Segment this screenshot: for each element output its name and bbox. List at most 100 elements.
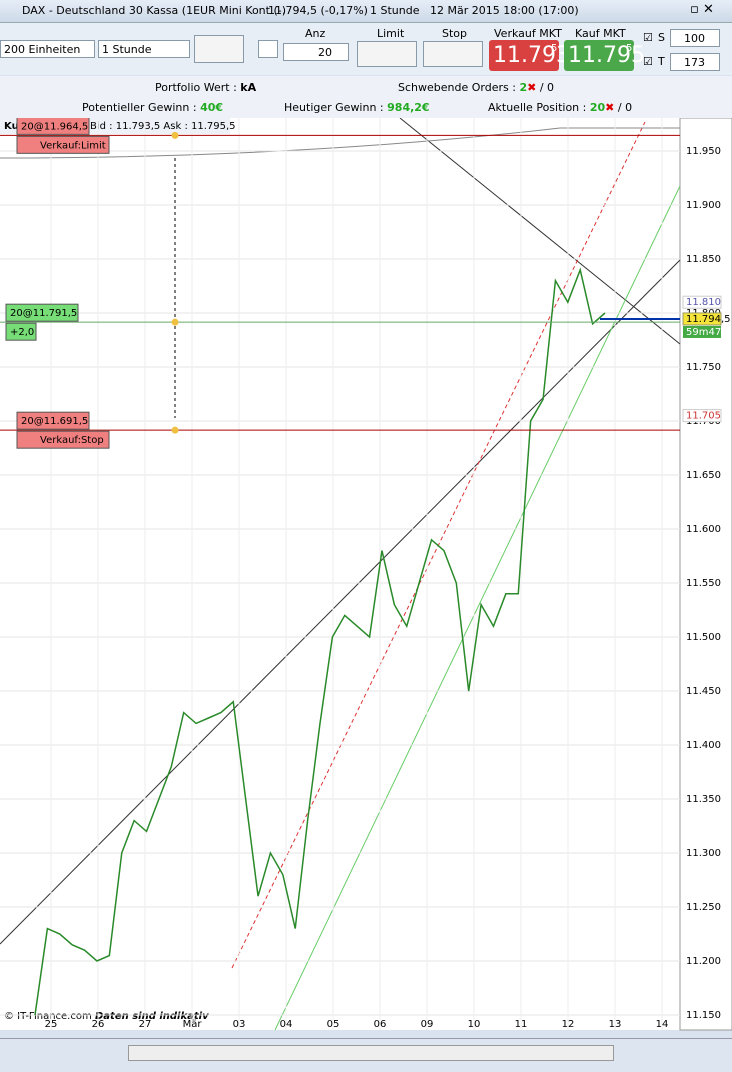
anz-input[interactable]: 20 [283, 43, 349, 61]
buy-main: 11.795 [568, 43, 645, 68]
interval: 1 Stunde [370, 4, 420, 17]
order-note: Verkauf:Limit [40, 140, 106, 151]
order-label: 20@11.691,5 [21, 416, 88, 427]
units-select[interactable]: 200 Einheiten [0, 40, 95, 58]
order-handle [171, 426, 179, 434]
x-tick-label: Mär [183, 1019, 203, 1030]
t-input[interactable]: 173 [670, 53, 720, 71]
buy-frac: 5 [626, 43, 633, 54]
buy-button[interactable]: 11.795 5 [564, 40, 645, 71]
potential-label: Potentieller Gewinn : [82, 101, 197, 114]
x-tick-label: 03 [233, 1019, 246, 1030]
chart-type[interactable] [194, 35, 244, 63]
s-check[interactable]: ☑ [643, 31, 653, 44]
pending-b: / 0 [539, 81, 555, 94]
price-tag [682, 409, 722, 423]
order-note-box [5, 322, 37, 341]
trend-line [274, 185, 681, 1031]
t-check[interactable]: ☑ [643, 55, 653, 68]
y-tick-label: 11.150 [686, 1010, 721, 1021]
pending-label: Schwebende Orders : [398, 81, 516, 94]
today-label: Heutiger Gewinn : [284, 101, 384, 114]
order-box [5, 303, 79, 322]
y-tick-label: 11.950 [686, 146, 721, 157]
y-tick-label: 11.450 [686, 686, 721, 697]
today: Heutiger Gewinn : 984,2€ [284, 101, 430, 114]
x-tick-label: 04 [280, 1019, 293, 1030]
x-tick-label: 11 [515, 1019, 528, 1030]
price-tag [682, 312, 722, 326]
scrollbar[interactable] [128, 1045, 614, 1061]
pending: Schwebende Orders : 2✖ / 0 [398, 81, 555, 94]
anz-label: Anz [305, 27, 326, 40]
price-tag-label: 11.810 [686, 297, 721, 308]
portfolio: Portfolio Wert : kA [155, 81, 256, 94]
position: Aktuelle Position : 20✖ / 0 [488, 101, 633, 114]
sell-button[interactable]: 11.793 5 [489, 40, 570, 71]
order-handle [171, 131, 179, 139]
chart: Kurs Bid : 11.793,5 Ask : 11.795,5 © IT-… [0, 118, 732, 1031]
x-tick-label: 06 [374, 1019, 387, 1030]
bottom-toolbar [0, 1038, 732, 1072]
y-tick-label: 11.300 [686, 848, 721, 859]
limit-buttons[interactable] [357, 41, 417, 67]
today-value: 984,2€ [387, 101, 430, 114]
price-tag-label: 11.705 [686, 411, 721, 422]
bid-ask: Bid : 11.793,5 Ask : 11.795,5 [90, 121, 236, 132]
axis-bg [679, 118, 732, 1031]
x-tick-label: 27 [139, 1019, 152, 1030]
buy-label: Kauf MKT [575, 27, 626, 40]
footer: © IT-Finance.com [4, 1011, 92, 1022]
order-label: 20@11.964,5 [21, 121, 88, 132]
sell-label: Verkauf MKT [494, 27, 562, 40]
position-b: / 0 [617, 101, 633, 114]
footer-note: Daten sind indikativ [95, 1011, 209, 1022]
order-box [16, 118, 90, 135]
title-bar: DAX - Deutschland 30 Kassa (1EUR Mini Ko… [0, 0, 732, 23]
order-handle [171, 318, 179, 326]
curve [0, 127, 680, 159]
x-tick-label: 13 [609, 1019, 622, 1030]
potential: Potentieller Gewinn : 40€ [82, 101, 223, 114]
pending-a: 2 [519, 81, 528, 94]
potential-value: 40€ [200, 101, 224, 114]
sell-main: 11.793 [493, 43, 570, 68]
y-tick-label: 11.200 [686, 956, 721, 967]
window-buttons[interactable]: ▫ ✕ [690, 2, 714, 17]
x-tick-label: 14 [656, 1019, 669, 1030]
s-label: S [658, 31, 665, 44]
order-note: +2,0 [10, 327, 34, 338]
y-tick-label: 11.350 [686, 794, 721, 805]
plot-bg [0, 118, 680, 1030]
period-select[interactable]: 1 Stunde [98, 40, 190, 58]
t-label: T [658, 55, 665, 68]
stop-label: Stop [442, 27, 468, 40]
price-tag [682, 295, 722, 309]
y-tick-label: 11.500 [686, 632, 721, 643]
order-note-box [16, 430, 110, 449]
toolbar: 200 Einheiten 1 Stunde Anz 20 Limit Stop… [0, 23, 732, 75]
x-tick-label: 12 [562, 1019, 575, 1030]
x-tick-label: 10 [468, 1019, 481, 1030]
title: DAX - Deutschland 30 Kassa (1EUR Mini Ko… [22, 4, 287, 17]
x-tick-label: 05 [327, 1019, 340, 1030]
y-tick-label: 11.750 [686, 362, 721, 373]
order-note: Verkauf:Stop [40, 435, 104, 446]
y-tick-label: 11.650 [686, 470, 721, 481]
order-box [16, 411, 90, 430]
timer: 59m475 [686, 327, 728, 338]
s-input[interactable]: 100 [670, 29, 720, 47]
order-note-box [16, 135, 110, 154]
x-tick-label: 09 [421, 1019, 434, 1030]
tools-button[interactable] [258, 40, 278, 58]
timer-box [683, 325, 721, 338]
stop-buttons[interactable] [423, 41, 483, 67]
trend-line [0, 259, 681, 945]
portfolio-label: Portfolio Wert : [155, 81, 237, 94]
y-tick-label: 11.400 [686, 740, 721, 751]
position-a: 20 [589, 101, 606, 114]
position-label: Aktuelle Position : [488, 101, 587, 114]
x-tick-label: 26 [92, 1019, 105, 1030]
time: 12 Mär 2015 18:00 (17:00) [430, 4, 579, 17]
